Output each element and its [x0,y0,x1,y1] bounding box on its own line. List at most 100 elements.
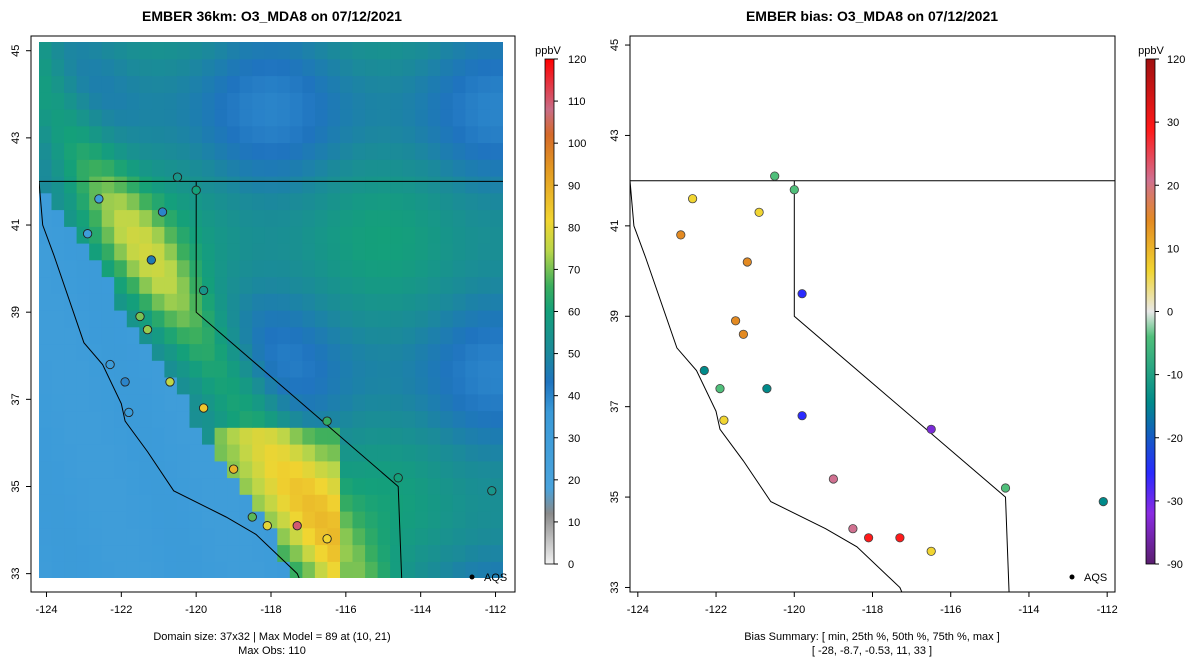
model-grid-cell [327,477,341,495]
model-grid-cell [64,561,78,578]
model-grid-cell [365,276,379,294]
model-grid-cell [277,527,291,546]
model-grid-cell [227,58,241,77]
model-grid-cell [114,427,128,445]
model-grid-cell [340,377,354,395]
model-grid-cell [114,477,128,495]
right-plot-frame [629,35,1116,593]
model-grid-cell [39,427,53,445]
model-grid-cell [214,544,228,562]
model-grid-cell [277,393,291,412]
model-grid-cell [340,427,354,445]
model-grid-cell [202,544,216,562]
model-grid-cell [340,343,354,361]
model-grid-cell [415,561,429,578]
model-grid-cell [139,427,153,445]
model-grid-cell [64,360,78,378]
model-grid-cell [477,243,491,261]
model-grid-cell [202,209,216,227]
model-grid-cell [427,209,441,227]
model-grid-cell [477,293,491,311]
model-grid-cell [252,159,266,177]
model-grid-cell [151,326,165,345]
model-grid-cell [490,75,503,93]
model-grid-cell [415,276,429,294]
model-grid-cell [39,477,53,495]
model-grid-cell [189,75,203,93]
coastline [39,181,300,578]
model-grid-cell [189,109,203,127]
model-grid-cell [427,226,441,244]
model-grid-cell [264,444,278,462]
model-grid-cell [189,477,203,495]
model-grid-cell [76,310,90,328]
bias-marker [1000,483,1011,493]
model-grid-cell [264,58,278,77]
station-marker [142,324,153,335]
model-grid-cell [490,42,503,60]
model-grid-cell [252,259,266,278]
model-grid-cell [302,310,316,328]
model-grid-cell [176,226,190,244]
model-grid-cell [151,494,165,512]
model-grid-cell [89,393,103,412]
model-grid-cell [202,125,216,144]
model-grid-cell [76,511,90,529]
colorbar-tick-label: 20 [568,475,580,487]
model-grid-cell [202,410,216,428]
model-grid-cell [289,293,303,311]
bias-marker [863,533,874,543]
model-grid-cell [277,109,291,127]
model-grid-cell [164,92,178,110]
model-grid-cell [239,527,253,546]
model-grid-cell [214,243,228,261]
model-grid-cell [352,159,366,177]
model-grid-cell [490,226,503,244]
model-grid-cell [126,377,140,395]
model-grid-cell [314,511,328,529]
model-grid-cell [64,494,78,512]
model-grid-cell [239,360,253,378]
model-grid-cell [51,109,65,127]
model-grid-cell [440,192,454,211]
model-grid-cell [126,42,140,60]
model-grid-cell [101,477,115,495]
model-grid-cell [340,444,354,462]
model-grid-cell [302,42,316,60]
model-grid-cell [365,42,379,60]
model-grid-cell [452,293,466,311]
model-grid-cell [126,544,140,562]
model-grid-cell [151,410,165,428]
model-grid-cell [114,42,128,60]
model-grid-cell [427,544,441,562]
model-grid-cell [89,326,103,345]
model-grid-cell [340,142,354,160]
model-grid-cell [64,511,78,529]
model-grid-cell [126,511,140,529]
model-grid-cell [51,125,65,144]
model-grid-cell [390,58,404,77]
model-grid-cell [202,326,216,345]
model-grid-cell [64,544,78,562]
model-grid-cell [51,326,65,345]
model-grid-cell [39,460,53,479]
model-grid-cell [289,544,303,562]
model-grid-cell [239,393,253,412]
model-grid-cell [402,494,416,512]
model-grid-cell [440,259,454,278]
model-grid-cell [327,494,341,512]
model-grid-cell [415,310,429,328]
model-grid-cell [465,159,479,177]
model-grid-cell [465,92,479,110]
model-grid-cell [176,393,190,412]
model-grid-cell [139,377,153,395]
model-grid-cell [277,192,291,211]
model-grid-cell [490,326,503,345]
model-grid-cell [314,142,328,160]
model-grid-cell [340,494,354,512]
bias-marker [676,230,686,240]
model-grid-cell [101,444,115,462]
model-grid-cell [176,125,190,144]
model-grid-cell [302,192,316,211]
state-borders [39,180,503,578]
